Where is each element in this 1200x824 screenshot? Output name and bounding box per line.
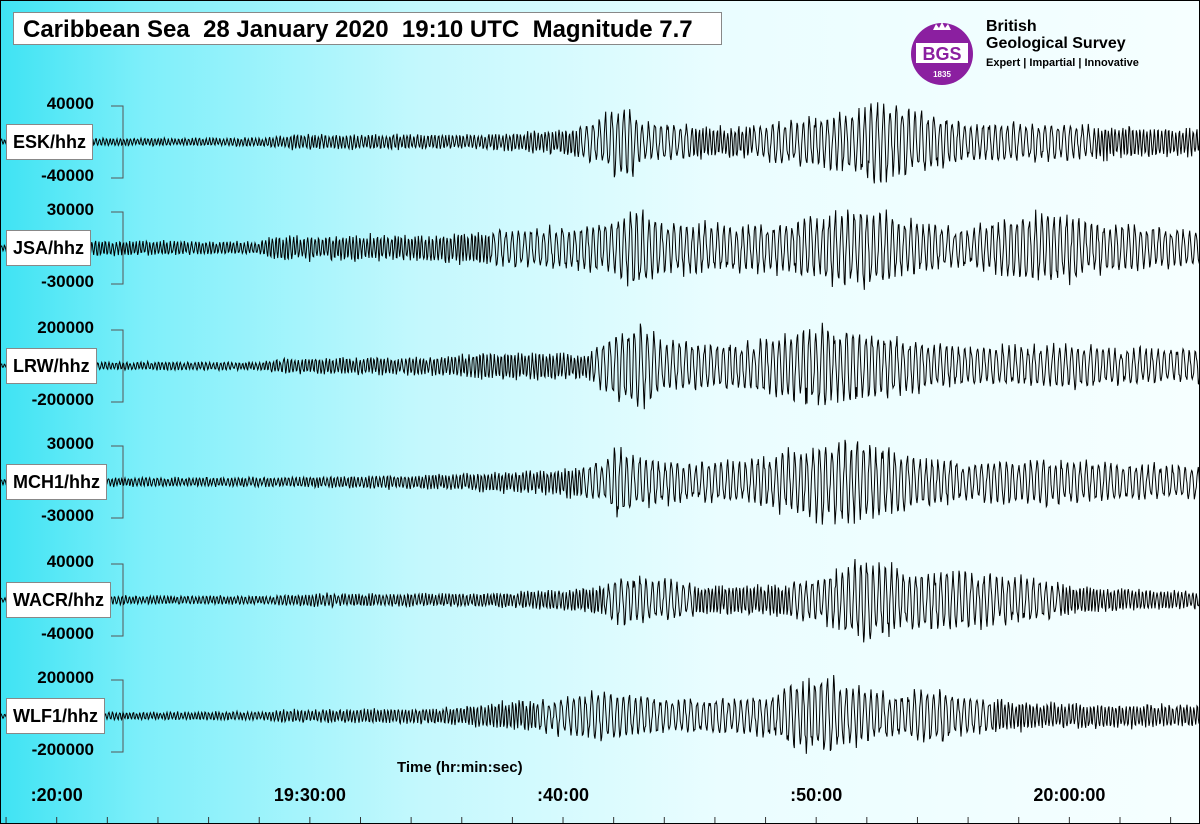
logo-line2: Geological Survey <box>986 35 1126 52</box>
bgs-emblem-icon: BGS 1835 <box>911 22 973 85</box>
station-label: ESK/hhz <box>6 124 94 160</box>
logo-wordmark: British Geological Survey Expert | Impar… <box>986 18 1139 70</box>
x-tick-label: :20:00 <box>30 785 83 805</box>
scale-min-label: -200000 <box>31 740 94 759</box>
logo-tagline: Expert | Impartial | Innovative <box>986 57 1139 69</box>
station-label: JSA/hhz <box>6 230 92 266</box>
x-axis-label: Time (hr:min:sec) <box>397 759 523 776</box>
seismic-trace <box>1 439 1199 525</box>
seismic-trace <box>1 102 1199 184</box>
station-label: LRW/hhz <box>6 348 97 384</box>
scale-bracket <box>111 211 124 285</box>
x-tick-label: 20:00:00 <box>1033 785 1106 805</box>
scale-max-label: 30000 <box>46 200 94 219</box>
scale-max-label: 40000 <box>46 94 94 113</box>
x-tick-label: :50:00 <box>790 785 843 805</box>
scale-bracket <box>111 329 124 403</box>
station-label: WLF1/hhz <box>6 698 105 734</box>
logo-line1: British <box>986 18 1037 35</box>
x-tick-label: 19:30:00 <box>273 785 346 805</box>
scale-max-label: 200000 <box>37 668 94 687</box>
scale-min-label: -40000 <box>41 624 94 643</box>
seismic-trace <box>1 674 1199 754</box>
scale-max-label: 200000 <box>37 318 94 337</box>
scale-min-label: -40000 <box>41 166 94 185</box>
scale-max-label: 30000 <box>46 434 94 453</box>
svg-text:BGS: BGS <box>922 44 961 64</box>
station-label: MCH1/hhz <box>6 464 107 500</box>
seismic-trace <box>1 322 1199 410</box>
x-tick-label: :40:00 <box>537 785 590 805</box>
scale-min-label: -30000 <box>41 272 94 291</box>
scale-min-label: -30000 <box>41 506 94 525</box>
bgs-logo: BGS 1835 British Geological Survey Exper… <box>906 16 1196 86</box>
station-label: WACR/hhz <box>6 582 111 618</box>
seismic-trace <box>1 558 1199 643</box>
scale-max-label: 40000 <box>46 552 94 571</box>
seismic-trace <box>1 209 1199 290</box>
svg-text:1835: 1835 <box>933 70 951 79</box>
chart-title: Caribbean Sea 28 January 2020 19:10 UTC … <box>13 12 722 45</box>
scale-bracket <box>111 679 124 753</box>
scale-min-label: -200000 <box>31 390 94 409</box>
